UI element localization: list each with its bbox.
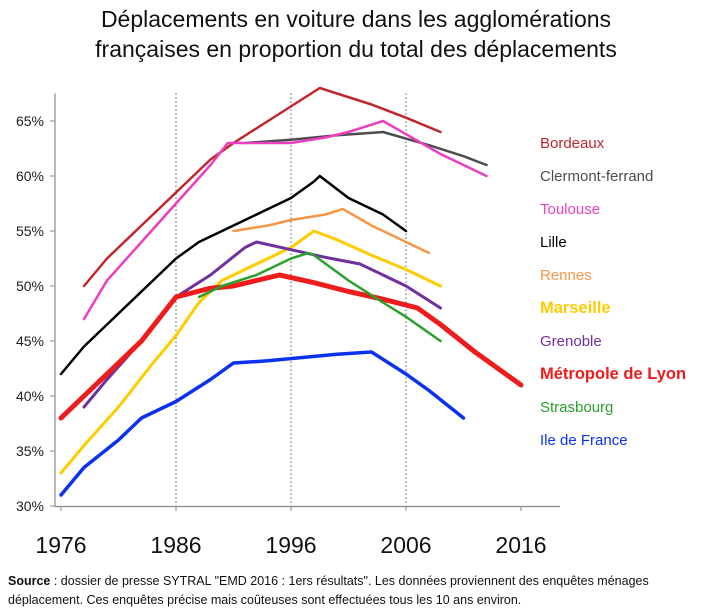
chart-title: Déplacements en voiture dans les agglomé…	[0, 4, 712, 64]
y-tick-label-40: 40%	[16, 388, 44, 404]
series-line-toulouse	[82, 119, 488, 321]
line-chart: 30% 35% 40% 45% 50% 55% 60% 65% 1976 1986 1996 2006…	[16, 86, 686, 558]
legend-label-ile-de-france: Ile de France	[540, 432, 628, 449]
legend-label-toulouse: Toulouse	[540, 201, 600, 218]
gridlines	[175, 93, 407, 506]
legend-label-bordeaux: Bordeaux	[540, 135, 605, 152]
series-lines	[58, 86, 524, 497]
x-tick-label-1976: 1976	[35, 532, 86, 558]
legend-label-marseille: Marseille	[540, 299, 611, 317]
legend-label-m-tropole-de-lyon: Métropole de Lyon	[540, 365, 686, 383]
legend-label-strasbourg: Strasbourg	[540, 399, 613, 416]
y-tick-label-60: 60%	[16, 168, 44, 184]
legend: Bordeaux Clermont-ferrand Toulouse Lille Ren…	[540, 135, 686, 449]
legend-label-lille: Lille	[540, 234, 567, 251]
series-line-bordeaux	[82, 86, 442, 288]
legend-label-grenoble: Grenoble	[540, 333, 602, 350]
series-line-strasbourg	[197, 251, 442, 343]
series-line-m-tropole-de-lyon	[58, 272, 524, 421]
y-tick-label-65: 65%	[16, 113, 44, 129]
source-text: : dossier de presse SYTRAL "EMD 2016 : 1…	[8, 574, 649, 607]
x-tick-label-1986: 1986	[150, 532, 201, 558]
y-tick-label-55: 55%	[16, 223, 44, 239]
series-line-ile-de-france	[59, 350, 466, 497]
x-tick-label-2006: 2006	[380, 532, 431, 558]
series-line-lille	[59, 174, 408, 376]
y-tick-label-50: 50%	[16, 278, 44, 294]
x-tick-label-1996: 1996	[265, 532, 316, 558]
chart-title-line-2: françaises en proportion du total des dé…	[95, 36, 617, 62]
source-note: Source : dossier de presse SYTRAL "EMD 2…	[8, 572, 708, 610]
series-line-rennes	[232, 207, 431, 255]
y-tick-label-30: 30%	[16, 498, 44, 514]
chart-title-line-1: Déplacements en voiture dans les agglomé…	[100, 6, 612, 32]
source-label: Source	[8, 574, 51, 588]
x-tick-label-2016: 2016	[495, 532, 546, 558]
legend-label-clermont-ferrand: Clermont-ferrand	[540, 168, 653, 185]
legend-label-rennes: Rennes	[540, 267, 592, 284]
axes: 30% 35% 40% 45% 50% 55% 60% 65% 1976 1986 1996 2006…	[16, 93, 560, 558]
y-tick-label-35: 35%	[16, 443, 44, 459]
y-tick-label-45: 45%	[16, 333, 44, 349]
series-line-marseille	[59, 229, 442, 475]
series-line-clermont-ferrand	[243, 130, 488, 167]
